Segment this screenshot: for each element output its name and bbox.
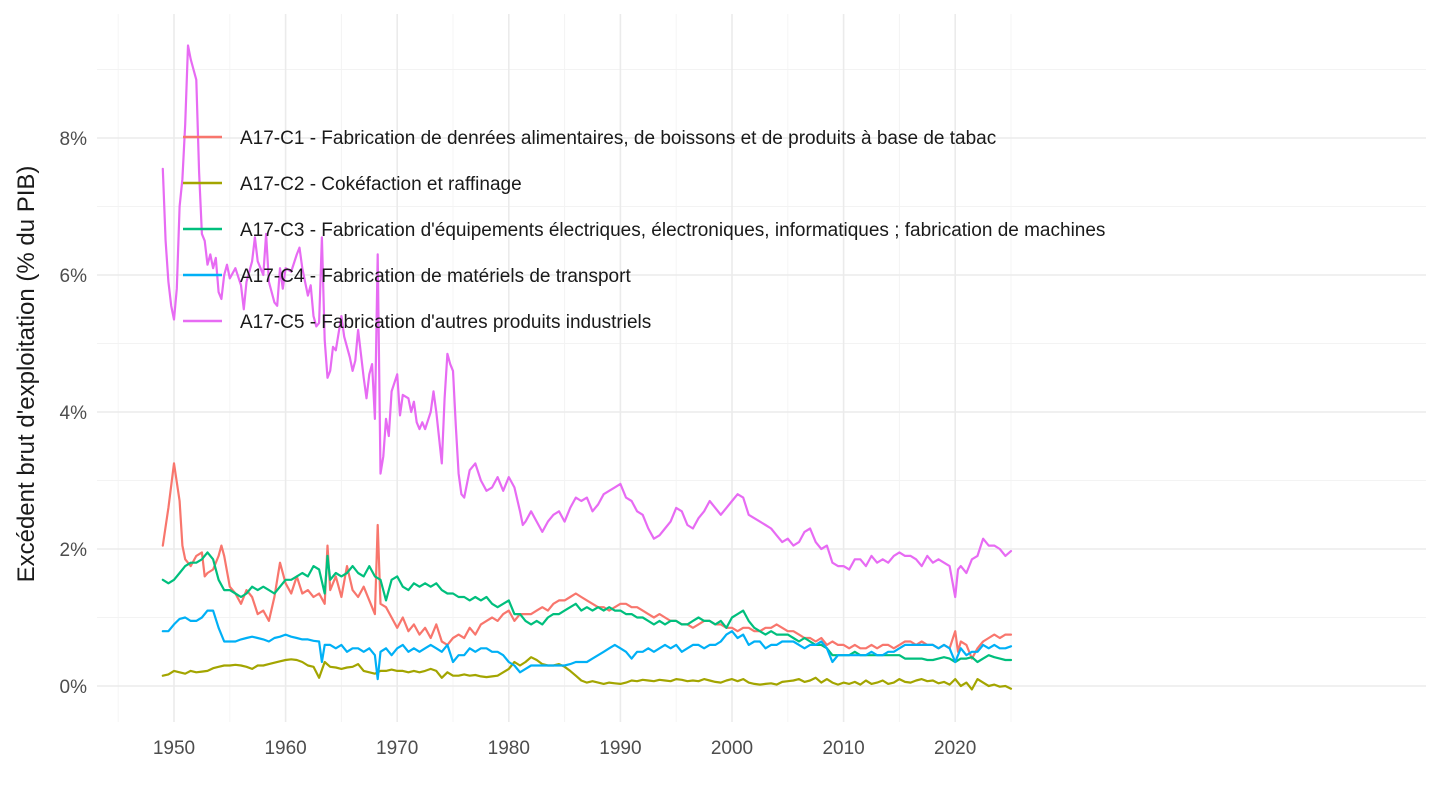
series-line-5 (161, 44, 1013, 599)
y-tick-label: 6% (60, 266, 88, 287)
x-tick-label: 2020 (934, 738, 976, 759)
x-tick-label: 2000 (711, 738, 753, 759)
x-tick-label: 1990 (599, 738, 641, 759)
legend-label-1: A17-C1 - Fabrication de denrées alimenta… (240, 128, 996, 149)
x-tick-label: 1960 (264, 738, 306, 759)
series-line-1 (161, 462, 1013, 660)
x-tick-label: 1980 (488, 738, 530, 759)
series-line-3 (161, 551, 1013, 664)
legend-label-4: A17-C4 - Fabrication de matériels de tra… (240, 266, 631, 287)
y-axis-title: Excédent brut d'exploitation (% du PIB) (13, 166, 40, 583)
x-tick-label: 1970 (376, 738, 418, 759)
legend-label-2: A17-C2 - Cokéfaction et raffinage (240, 174, 522, 195)
x-tick-label: 2010 (822, 738, 864, 759)
x-tick-label: 1950 (153, 738, 195, 759)
legend-label-5: A17-C5 - Fabrication d'autres produits i… (240, 312, 651, 333)
series-line-4 (161, 609, 1013, 681)
y-tick-label: 0% (60, 677, 88, 698)
minor-gridlines (97, 14, 1426, 722)
legend-label-3: A17-C3 - Fabrication d'équipements élect… (240, 220, 1105, 241)
legend: A17-C1 - Fabrication de denrées alimenta… (183, 128, 1105, 333)
series-lines (161, 44, 1013, 691)
series-line-2 (161, 656, 1013, 691)
y-axis-tick-labels: 0% 2% 4% 6% 8% (60, 129, 88, 698)
y-tick-label: 4% (60, 403, 88, 424)
major-gridlines (97, 14, 1426, 722)
y-tick-label: 8% (60, 129, 88, 150)
x-axis-tick-labels: 1950 1960 1970 1980 1990 2000 2010 2020 (153, 738, 976, 759)
y-tick-label: 2% (60, 540, 88, 561)
